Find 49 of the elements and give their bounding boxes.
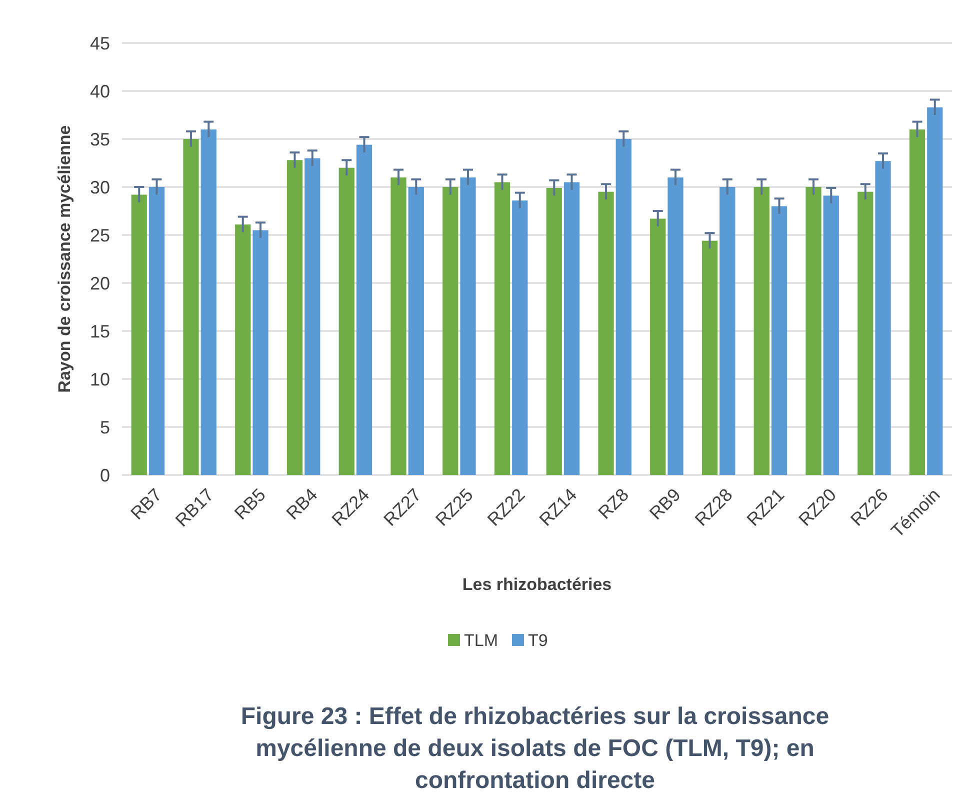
y-tick-label: 15 (90, 321, 110, 342)
bar (858, 192, 874, 475)
bar (200, 129, 216, 475)
y-tick-label: 0 (100, 465, 110, 486)
y-tick-label: 40 (90, 81, 110, 102)
bar (356, 144, 372, 475)
legend-label: TLM (464, 630, 498, 650)
y-tick-label: 30 (90, 177, 110, 198)
bar (823, 196, 839, 475)
bar (720, 187, 736, 475)
bar (927, 107, 943, 475)
y-tick-label: 25 (90, 225, 110, 246)
bar (494, 182, 510, 475)
bar (875, 161, 891, 475)
text: Figure 23 : Effet de rhizobactéries sur la croissance mycélienne de deux isolats de FOC (TLM, T9); en confrontation directe (240, 703, 830, 794)
y-tick-label: 10 (90, 369, 110, 390)
y-axis-title: Rayon de croissance mycélienne (55, 125, 74, 393)
legend-label: T9 (528, 630, 548, 650)
bar (235, 224, 251, 475)
bar (131, 194, 147, 475)
bar (650, 218, 666, 475)
bar (546, 188, 562, 475)
bar (338, 168, 354, 475)
bar (148, 187, 165, 475)
bar (702, 240, 718, 475)
y-tick-label: 35 (90, 129, 110, 150)
bar (512, 200, 528, 475)
bar (771, 206, 788, 475)
y-tick-label: 20 (90, 273, 110, 294)
bar (442, 187, 458, 475)
x-tick-label: RZ8 (594, 484, 633, 523)
bar (183, 139, 199, 475)
bar (668, 177, 684, 475)
bar (754, 187, 770, 475)
bar (304, 158, 320, 475)
bar (806, 187, 822, 475)
bar (408, 187, 424, 475)
bar (460, 177, 476, 475)
bar (252, 230, 268, 475)
y-tick-label: 5 (100, 417, 110, 438)
bar (564, 182, 580, 475)
y-tick-label: 45 (90, 33, 110, 54)
bar (390, 177, 406, 475)
bar (909, 129, 926, 475)
bar (616, 139, 632, 475)
x-axis-title: Les rhizobactéries (462, 575, 612, 594)
x-tick-label: RB9 (646, 484, 684, 524)
bar (598, 192, 614, 475)
bar (286, 160, 303, 475)
